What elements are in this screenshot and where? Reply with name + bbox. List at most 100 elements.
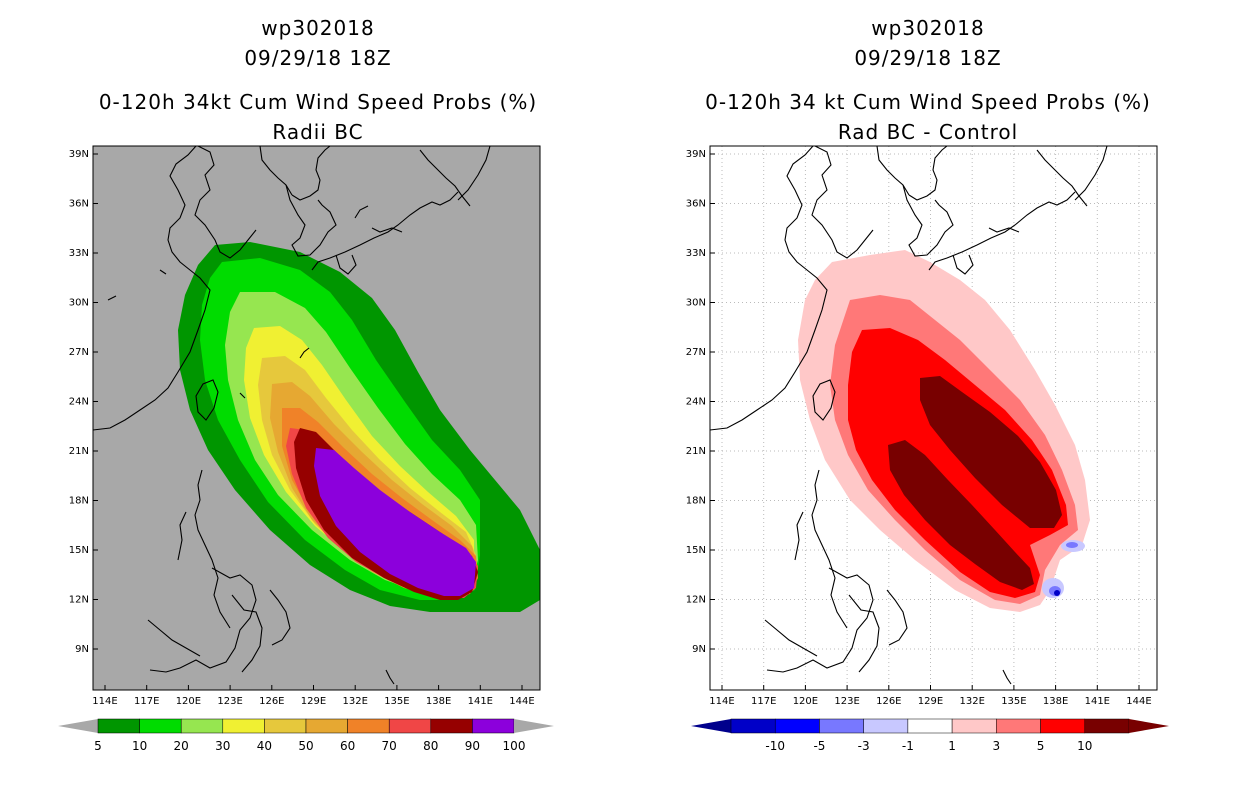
- difference-band-negative: [1066, 542, 1078, 548]
- colorbar-segment: [1084, 718, 1130, 734]
- colorbar-segment: [1040, 718, 1086, 734]
- lon-tick-label: 141E: [1085, 696, 1110, 707]
- colorbar-label: 5: [1037, 739, 1045, 753]
- colorbar-segment: [139, 718, 182, 734]
- lon-tick-label: 132E: [959, 696, 984, 707]
- colorbar-segment: [774, 718, 820, 734]
- right-map-frame: [709, 145, 1158, 691]
- lat-tick-label: 9N: [75, 644, 89, 655]
- left-map-frame: [92, 145, 541, 691]
- lat-tick-label: 39N: [69, 149, 89, 160]
- left-coastlines: [93, 146, 491, 685]
- left-probability-bands: [178, 242, 540, 612]
- lat-tick-label: 30N: [686, 298, 706, 309]
- lon-tick-label: 123E: [834, 696, 859, 707]
- lat-tick-label: 18N: [686, 496, 706, 507]
- lat-tick-label: 27N: [686, 347, 706, 358]
- lat-tick-label: 12N: [686, 595, 706, 606]
- lon-tick-label: 135E: [384, 696, 409, 707]
- colorbar-label: 20: [174, 739, 189, 753]
- difference-band-positive: [830, 295, 1078, 604]
- lat-tick-label: 33N: [69, 248, 89, 259]
- lon-tick-label: 144E: [1126, 696, 1151, 707]
- colorbar-segment: [863, 718, 909, 734]
- left-axis-ticks: 114E 117E 120E 123E 126E 129E 132E 135E 138E 141E…: [69, 149, 535, 707]
- difference-band-negative: [1049, 586, 1061, 596]
- colorbar-label: -1: [902, 739, 914, 753]
- colorbar-label: 70: [382, 739, 397, 753]
- colorbar-extend-left: [58, 719, 98, 733]
- lat-tick-label: 12N: [69, 595, 89, 606]
- lat-tick-label: 21N: [69, 446, 89, 457]
- colorbar-segment: [730, 718, 776, 734]
- right-difference-bands: [798, 250, 1090, 612]
- right-map-subtitle: Rad BC - Control: [837, 120, 1019, 144]
- lon-tick-label: 141E: [468, 696, 493, 707]
- colorbar-segment: [222, 718, 265, 734]
- colorbar-label: 30: [215, 739, 230, 753]
- lon-tick-label: 138E: [1043, 696, 1068, 707]
- lat-tick-label: 15N: [686, 545, 706, 556]
- colorbar-label: 60: [340, 739, 355, 753]
- colorbar-segment: [305, 718, 348, 734]
- lon-tick-label: 114E: [709, 696, 734, 707]
- colorbar-extend-right: [1129, 719, 1169, 733]
- right-axis-ticks: 114E 117E 120E 123E 126E 129E 132E 135E 138E 141E…: [686, 149, 1152, 707]
- colorbar-label: 80: [423, 739, 438, 753]
- probability-band-90: [314, 448, 476, 596]
- lon-tick-label: 144E: [509, 696, 534, 707]
- lon-tick-label: 120E: [176, 696, 201, 707]
- right-datetime: 09/29/18 18Z: [854, 46, 1002, 70]
- lat-tick-label: 9N: [692, 644, 706, 655]
- difference-band-negative: [1042, 578, 1064, 598]
- lon-tick-label: 126E: [259, 696, 284, 707]
- lat-tick-label: 24N: [69, 397, 89, 408]
- colorbar-label: 3: [993, 739, 1001, 753]
- right-grid-lines: [710, 146, 1157, 690]
- lat-tick-label: 30N: [69, 298, 89, 309]
- lon-tick-label: 126E: [876, 696, 901, 707]
- difference-band-positive: [848, 328, 1068, 598]
- colorbar-label: 50: [298, 739, 313, 753]
- colorbar-segment: [996, 718, 1041, 734]
- colorbar-label: 100: [503, 739, 526, 753]
- colorbar-segment: [472, 718, 515, 734]
- right-coastlines: [710, 146, 1108, 685]
- colorbar-label: 5: [94, 739, 102, 753]
- lat-tick-label: 15N: [69, 545, 89, 556]
- colorbar-label: -3: [858, 739, 870, 753]
- colorbar-segment: [264, 718, 307, 734]
- colorbar-segment: [388, 718, 432, 734]
- lon-tick-label: 129E: [301, 696, 326, 707]
- lat-tick-label: 39N: [686, 149, 706, 160]
- left-storm-id: wp302018: [261, 16, 375, 40]
- left-probability-map: 114E 117E 120E 123E 126E 129E 132E 135E 138E 141E…: [58, 145, 554, 753]
- left-map-subtitle: Radii BC: [272, 120, 364, 144]
- colorbar-label: -5: [813, 739, 825, 753]
- lat-tick-label: 24N: [686, 397, 706, 408]
- difference-band-negative: [1061, 540, 1085, 552]
- lat-tick-label: 18N: [69, 496, 89, 507]
- lon-tick-label: 120E: [793, 696, 818, 707]
- colorbar-segment: [347, 718, 390, 734]
- lon-tick-label: 123E: [217, 696, 242, 707]
- colorbar-extend-left: [691, 719, 731, 733]
- colorbar-label: 90: [465, 739, 480, 753]
- lat-tick-label: 36N: [69, 199, 89, 210]
- right-colorbar: -10 -5 -3 -1 1 3 5 10: [691, 718, 1169, 753]
- colorbar-segment: [180, 718, 224, 734]
- colorbar-extend-right: [514, 719, 554, 733]
- difference-band-negative: [1054, 590, 1060, 596]
- colorbar-segment: [819, 718, 864, 734]
- lon-tick-label: 135E: [1001, 696, 1026, 707]
- colorbar-segment: [430, 718, 473, 734]
- right-map-title: 0-120h 34 kt Cum Wind Speed Probs (%): [705, 90, 1151, 114]
- lat-tick-label: 27N: [69, 347, 89, 358]
- colorbar-label: -10: [765, 739, 785, 753]
- colorbar-segment: [97, 718, 140, 734]
- lat-tick-label: 21N: [686, 446, 706, 457]
- colorbar-segment: [951, 718, 997, 734]
- colorbar-segment: [907, 718, 953, 734]
- right-map-background: [710, 146, 1157, 690]
- lon-tick-label: 132E: [342, 696, 367, 707]
